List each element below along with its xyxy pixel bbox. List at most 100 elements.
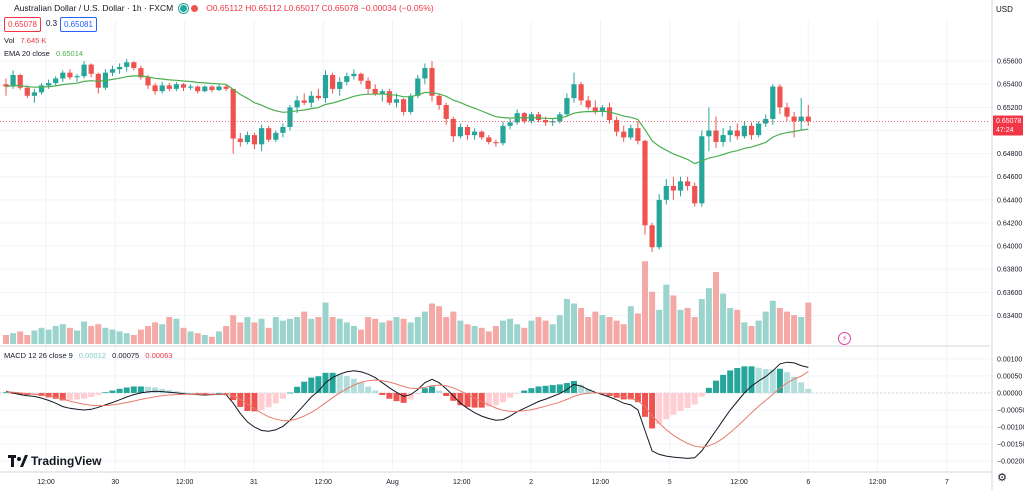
- candle: [784, 102, 790, 122]
- macd-histogram-bar: [208, 392, 215, 394]
- candle: [493, 139, 499, 147]
- macd-histogram-bar: [436, 390, 443, 393]
- macd-histogram-bar: [294, 386, 301, 393]
- candle-body: [379, 91, 385, 94]
- volume-bar: [492, 326, 499, 344]
- volume-bar: [88, 326, 95, 344]
- candle: [188, 84, 194, 91]
- candle-body: [315, 95, 321, 99]
- candle-body: [159, 85, 165, 92]
- candle-body: [173, 84, 179, 89]
- candle-body: [195, 86, 201, 92]
- volume-bar: [343, 322, 350, 344]
- candle-body: [606, 107, 613, 121]
- settings-gear-icon[interactable]: ⚙: [997, 472, 1007, 484]
- candle-body: [777, 86, 783, 108]
- macd-histogram-bar: [379, 392, 386, 395]
- ema-legend[interactable]: EMA 20 close 0.65014: [4, 49, 83, 58]
- candle: [685, 176, 691, 191]
- candle-body: [464, 127, 471, 136]
- macd-histogram-bar: [81, 392, 88, 399]
- candle-body: [280, 127, 286, 133]
- candle-body: [429, 68, 435, 96]
- tradingview-logo[interactable]: TradingView: [8, 454, 101, 468]
- buy-price-button[interactable]: 0.65081: [60, 17, 97, 32]
- candle-body: [599, 107, 605, 112]
- macd-histogram-bar: [187, 392, 194, 394]
- macd-histogram-bar: [3, 392, 9, 394]
- candle-body: [727, 130, 733, 136]
- candle: [117, 63, 123, 74]
- candle: [337, 77, 343, 96]
- macd-histogram-bar: [670, 392, 677, 415]
- candle: [251, 132, 258, 149]
- price-tick-label: 0.63600: [997, 290, 1022, 297]
- volume-bar: [500, 320, 506, 344]
- macd-histogram-bar: [216, 392, 222, 394]
- candle: [308, 91, 314, 108]
- volume-bar: [279, 320, 286, 344]
- volume-legend[interactable]: Vol 7.645 K: [4, 36, 46, 45]
- macd-histogram-bar: [542, 385, 549, 393]
- volume-bar: [102, 327, 109, 344]
- countdown-label: 47:24: [996, 127, 1014, 134]
- candle-body: [117, 66, 123, 70]
- macd-histogram-bar: [350, 378, 357, 393]
- candle-body: [443, 105, 449, 119]
- time-tick-label: 12:00: [176, 479, 194, 486]
- candle: [770, 84, 776, 125]
- macd-histogram-bar: [45, 392, 52, 398]
- volume-bar: [656, 309, 663, 344]
- volume-bar: [478, 327, 485, 344]
- volume-bar: [81, 321, 88, 344]
- lightning-icon[interactable]: ⚡: [838, 332, 851, 345]
- volume-bar: [322, 302, 329, 344]
- volume-bar: [698, 299, 705, 344]
- volume-bar: [429, 303, 435, 344]
- candle: [578, 81, 584, 106]
- candle: [663, 179, 669, 205]
- macd-histogram-bar: [698, 392, 705, 397]
- macd-histogram-bar: [713, 380, 719, 393]
- macd-histogram-bar: [798, 382, 805, 393]
- macd-histogram-bar: [663, 392, 670, 420]
- macd-histogram-bar: [74, 392, 80, 400]
- currency-label[interactable]: USD: [996, 5, 1013, 14]
- volume-bar: [393, 317, 400, 344]
- volume-value: 7.645 K: [20, 36, 47, 45]
- macd-histogram-bar: [535, 386, 542, 393]
- macd-histogram-bar: [365, 386, 372, 393]
- volume-bar: [514, 324, 521, 344]
- macd-histogram-bar: [734, 368, 741, 393]
- volume-bar: [436, 306, 443, 344]
- volume-bar: [251, 322, 258, 344]
- sell-price-button[interactable]: 0.65078: [4, 17, 41, 32]
- volume-label: Vol: [4, 36, 15, 45]
- macd-histogram-bar: [301, 381, 308, 393]
- candle: [713, 116, 719, 148]
- macd-histogram-bar: [52, 392, 59, 399]
- volume-bar: [528, 320, 535, 344]
- volume-bar: [315, 317, 322, 344]
- macd-histogram-bar: [492, 392, 499, 406]
- macd-histogram-bar: [59, 392, 66, 401]
- volume-bar: [159, 324, 166, 344]
- candle: [486, 135, 492, 145]
- symbol-title[interactable]: Australian Dollar / U.S. Dollar · 1h · F…: [14, 3, 174, 13]
- candle: [95, 72, 101, 94]
- macd-histogram-bar: [471, 392, 478, 408]
- candle: [699, 130, 705, 207]
- volume-bar: [173, 318, 180, 344]
- macd-histogram-bar: [727, 370, 734, 393]
- volume-bar: [571, 303, 577, 344]
- candle: [748, 122, 755, 140]
- chart-header: Australian Dollar / U.S. Dollar · 1h · F…: [0, 0, 434, 16]
- volume-bar: [741, 322, 748, 344]
- candle: [280, 123, 286, 138]
- macd-legend[interactable]: MACD 12 26 close 9 0.00012 0.00075 0.000…: [4, 351, 172, 360]
- volume-bar: [450, 311, 457, 344]
- volume-bar: [308, 318, 315, 344]
- macd-histogram-bar: [528, 388, 535, 393]
- volume-bar: [599, 315, 606, 344]
